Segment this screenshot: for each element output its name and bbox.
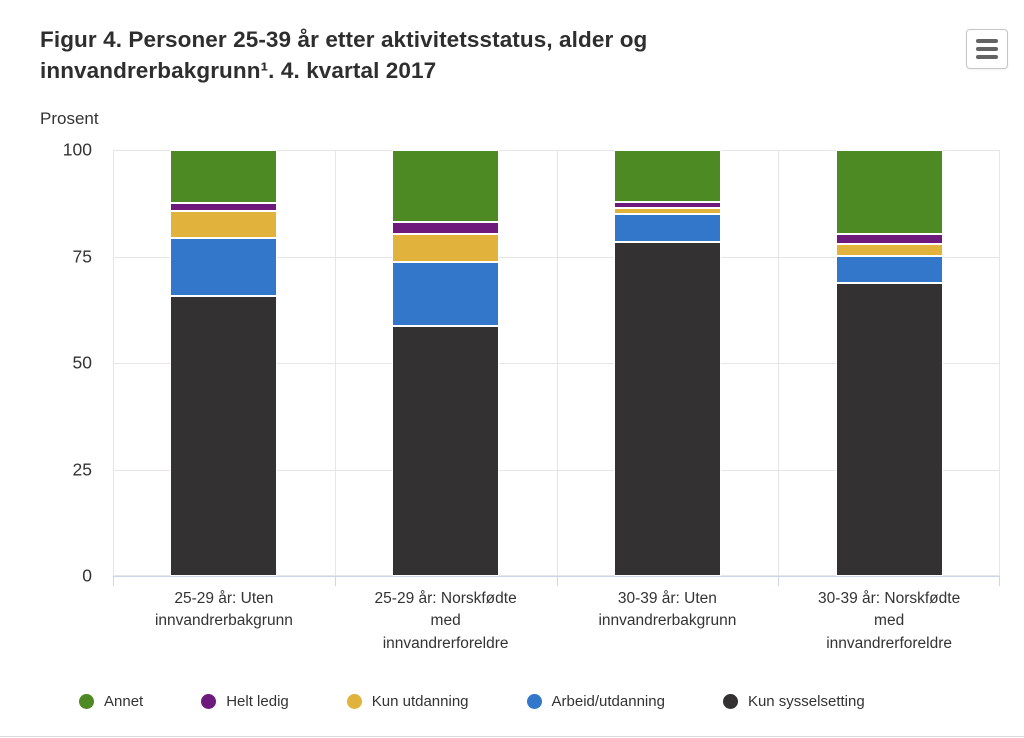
y-tick-label: 0 <box>82 565 92 586</box>
segment-annet[interactable] <box>392 150 500 223</box>
figure-bottom-divider <box>0 736 1024 737</box>
bar-column-30-39-r-norskf-dte <box>835 150 943 576</box>
x-axis-tick <box>113 576 114 586</box>
x-axis-tick <box>556 576 558 586</box>
x-axis-label: 30-39 år: Norskfødte med innvandrerforel… <box>818 590 961 652</box>
x-axis-tick <box>778 576 780 586</box>
segment-annet[interactable] <box>835 150 943 234</box>
chart-menu-button[interactable] <box>966 29 1008 69</box>
legend-marker-icon <box>526 693 542 709</box>
segment-kun-utdanning[interactable] <box>835 244 943 257</box>
segment-arbeid-utdanning[interactable] <box>613 213 721 243</box>
segment-arbeid-utdanning[interactable] <box>392 261 500 326</box>
segment-kun-utdanning[interactable] <box>170 210 278 238</box>
segment-kun-sysselsetting[interactable] <box>613 242 721 576</box>
legend-marker-icon <box>201 693 217 709</box>
segment-arbeid-utdanning[interactable] <box>835 256 943 283</box>
x-axis-tick <box>999 576 1000 586</box>
segment-arbeid-utdanning[interactable] <box>170 237 278 297</box>
legend-item-helt-ledig[interactable]: Helt ledig <box>201 693 289 710</box>
segment-annet[interactable] <box>170 150 278 203</box>
segment-kun-utdanning[interactable] <box>392 233 500 262</box>
legend-label: Kun utdanning <box>371 692 469 710</box>
y-tick-label: 50 <box>72 352 92 373</box>
legend-label: Arbeid/utdanning <box>551 692 665 710</box>
y-tick-label: 100 <box>62 139 92 160</box>
figure-title: Figur 4. Personer 25-39 år etter aktivit… <box>40 27 648 83</box>
x-axis-label: 25-29 år: Norskfødte med innvandrerforel… <box>374 590 517 652</box>
bar-column-25-29-r-uten <box>170 150 278 576</box>
y-tick-label: 75 <box>72 246 92 266</box>
segment-kun-sysselsetting[interactable] <box>392 325 500 576</box>
legend-marker-icon <box>79 693 94 709</box>
legend-item-kun-utdanning[interactable]: Kun utdanning <box>346 692 469 710</box>
gridline-v <box>334 150 336 576</box>
segment-kun-sysselsetting[interactable] <box>835 282 943 576</box>
segment-helt-ledig[interactable] <box>392 222 500 234</box>
segment-annet[interactable] <box>613 150 721 202</box>
x-axis-label: 25-29 år: Uten innvandrerbakgrunn <box>154 590 293 630</box>
legend-item-kun-sysselsetting[interactable]: Kun sysselsetting <box>722 692 865 710</box>
legend-marker-icon <box>346 693 362 709</box>
x-axis-tick <box>334 576 336 586</box>
legend: Annet Helt ledig Kun utdanning Arbeid/utdan… <box>79 689 865 713</box>
gridline-v <box>556 150 558 576</box>
legend-marker-icon <box>722 693 738 709</box>
x-axis-line <box>113 576 1000 577</box>
segment-kun-sysselsetting[interactable] <box>170 296 278 576</box>
gridline-v <box>113 150 114 576</box>
segment-helt-ledig[interactable] <box>835 233 943 245</box>
legend-item-arbeid-utdanning[interactable]: Arbeid/utdanning <box>526 692 665 710</box>
hamburger-icon <box>976 38 998 60</box>
bar-column-25-29-r-norskf-dte <box>392 150 500 576</box>
legend-label: Kun sysselsetting <box>747 692 865 710</box>
gridline-v <box>778 150 780 576</box>
plot-area: 0 25 50 75 100 <box>63 140 1000 586</box>
legend-item-annet[interactable]: Annet <box>79 693 143 710</box>
gridline-v <box>999 150 1000 576</box>
segment-helt-ledig[interactable] <box>613 201 721 208</box>
y-axis-title: Prosent <box>40 109 99 128</box>
legend-label: Helt ledig <box>226 692 289 710</box>
legend-label: Annet <box>104 692 144 710</box>
bar-column-30-39-r-uten <box>613 150 721 576</box>
segment-helt-ledig[interactable] <box>170 202 278 211</box>
segment-kun-utdanning[interactable] <box>613 207 721 214</box>
y-tick-label: 25 <box>72 459 92 479</box>
x-axis-label: 30-39 år: Uten innvandrerbakgrunn <box>598 590 737 630</box>
